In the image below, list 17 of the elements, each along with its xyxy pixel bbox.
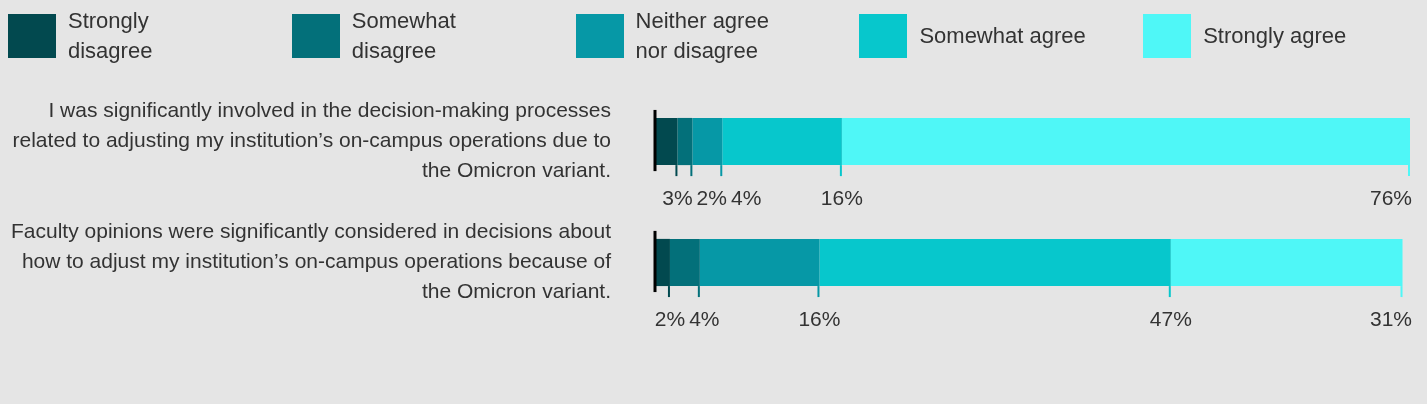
data-label: 4% [689, 307, 720, 331]
data-label: 16% [820, 186, 863, 210]
legend-label: Neither agree nor disagree [635, 7, 770, 65]
data-label: 47% [1149, 307, 1192, 331]
data-label: 2% [696, 186, 727, 210]
y-tick-label: Faculty opinions were significantly considered in decisions about how to adjust my institution’s on-campus operations because of the Omicron variant. [11, 219, 612, 303]
y-tick-label: I was significantly involved in the decision-making processes related to adjusting my institution’s on-campus operations due to the Omicron variant. [12, 98, 611, 182]
data-label: 4% [730, 186, 762, 210]
data-label: 76% [1369, 186, 1412, 210]
data-label: 3% [662, 186, 693, 210]
data-label: 16% [798, 307, 841, 331]
legend-label: Strongly agree [1203, 22, 1348, 50]
legend-label: Somewhat disagree [351, 7, 457, 65]
data-label: 2% [654, 307, 686, 331]
data-label: 31% [1369, 307, 1412, 331]
legend-label: Strongly disagree [68, 7, 154, 65]
legend-label: Somewhat agree [919, 22, 1087, 50]
